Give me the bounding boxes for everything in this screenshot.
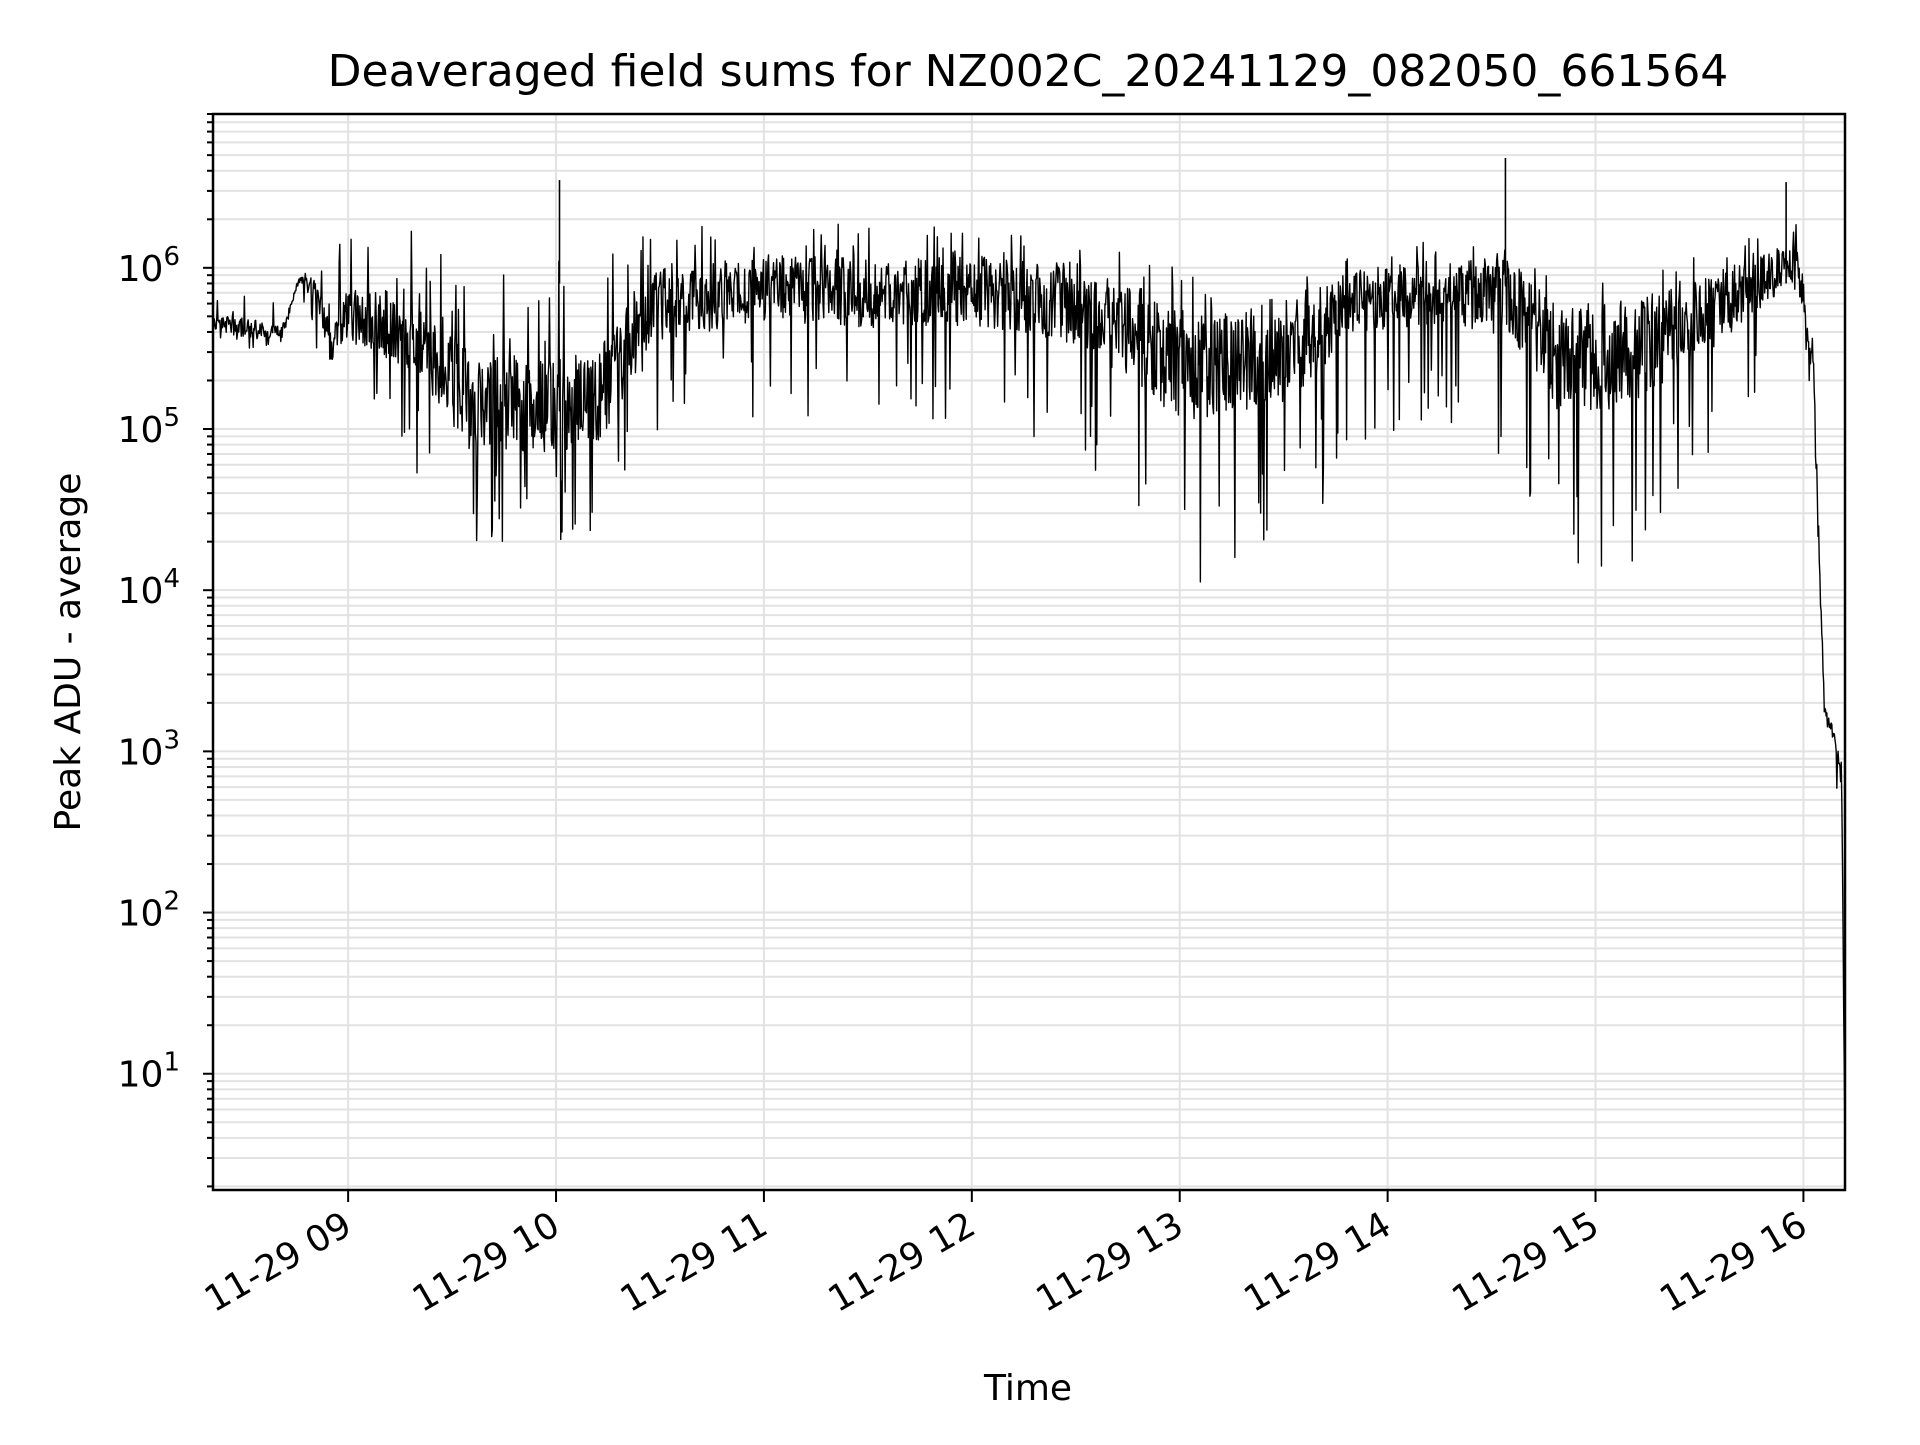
data-series bbox=[212, 158, 1846, 1142]
y-axis-ticks: 101 102 103 104 105 106 bbox=[118, 113, 213, 1188]
y-tick-label: 105 bbox=[118, 403, 180, 451]
y-tick-label: 104 bbox=[118, 564, 180, 612]
y-tick-label: 103 bbox=[118, 725, 180, 773]
y-tick-label: 106 bbox=[118, 242, 180, 290]
series-line bbox=[212, 223, 1846, 1142]
y-axis-label: Peak ADU - average bbox=[48, 473, 89, 832]
y-tick-label: 102 bbox=[118, 887, 180, 935]
y-tick-label: 101 bbox=[118, 1048, 180, 1096]
x-axis-label: Time bbox=[983, 1368, 1072, 1409]
plot-frame bbox=[211, 112, 1847, 1192]
chart-title: Deaveraged field sums for NZ002C_2024112… bbox=[328, 46, 1729, 97]
